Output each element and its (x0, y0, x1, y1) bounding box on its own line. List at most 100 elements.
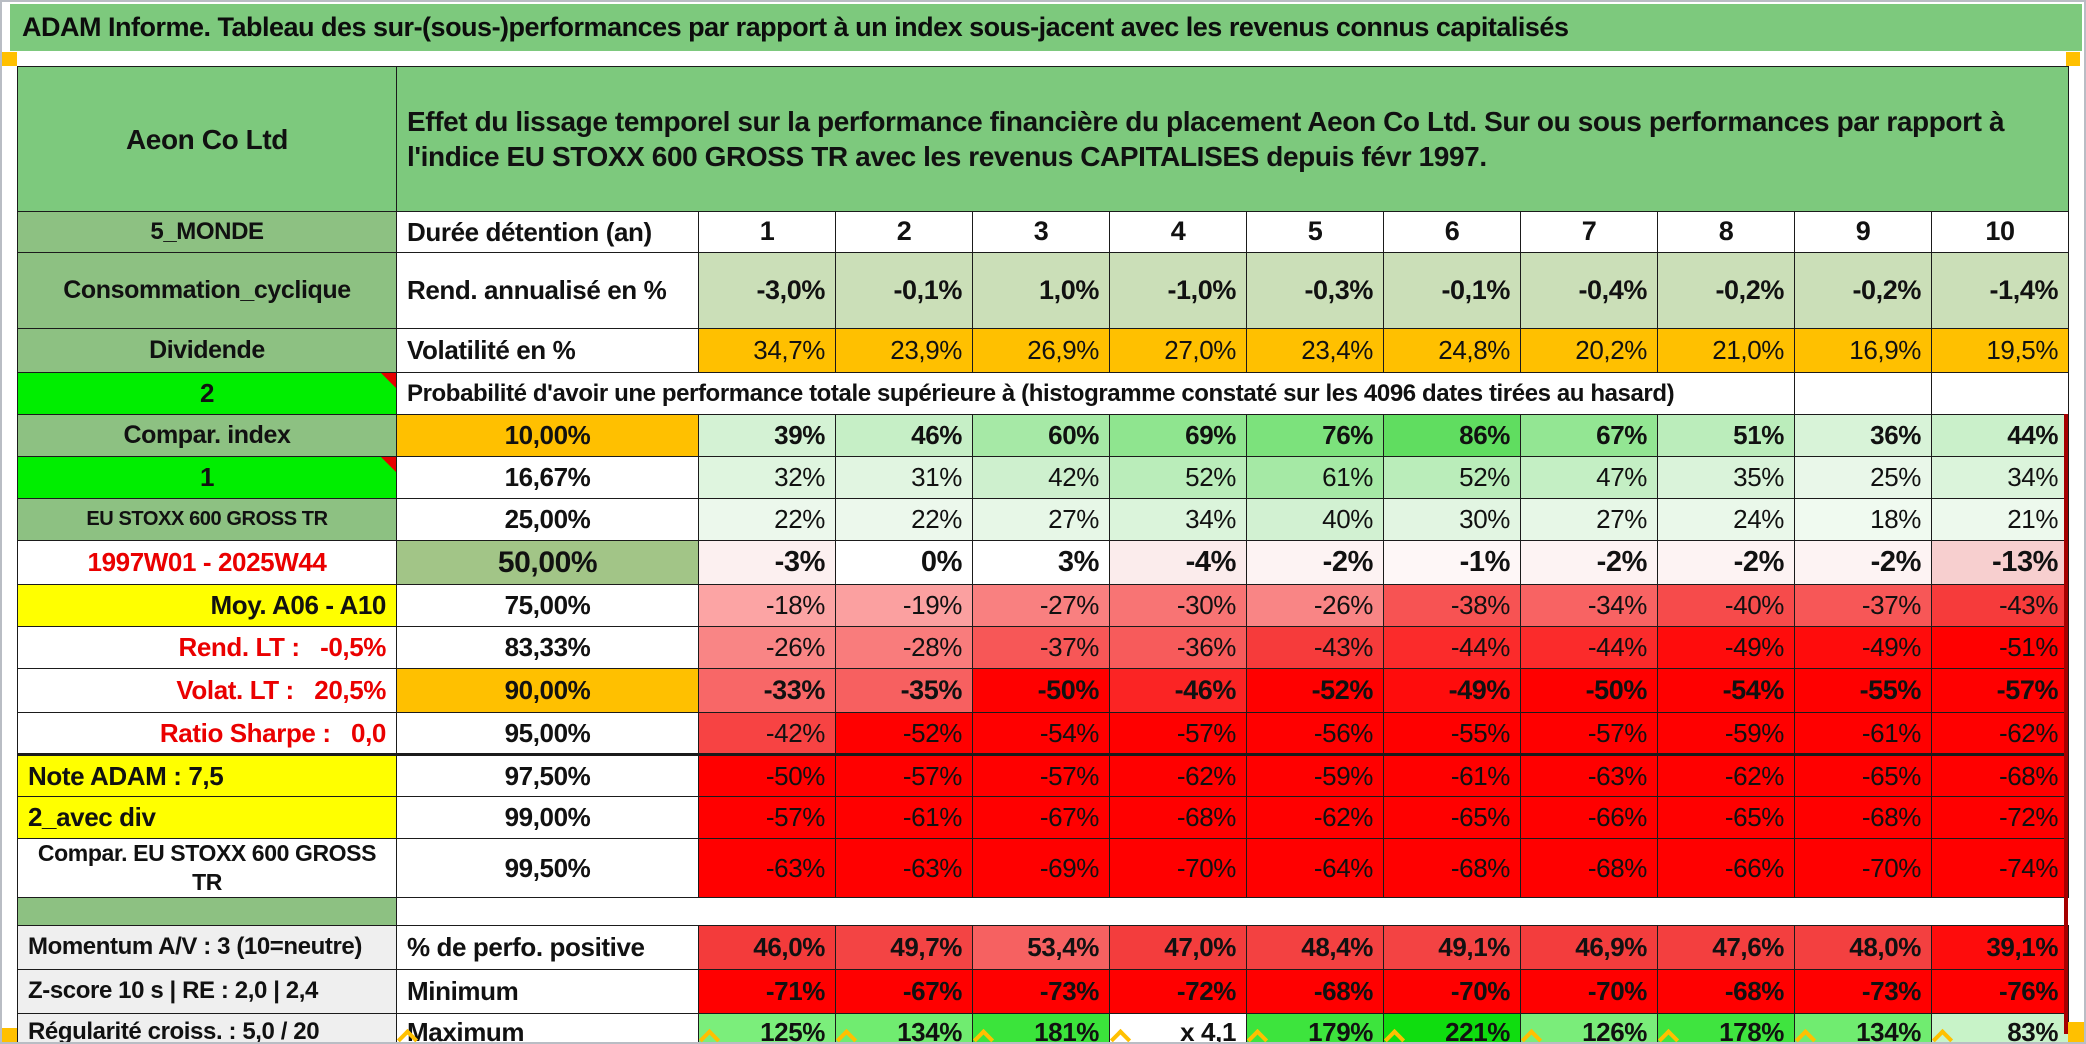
table-cell[interactable]: -50% (1520, 668, 1658, 713)
table-cell[interactable]: 46,0% (698, 924, 836, 970)
label-zscore[interactable]: Z-score 10 s | RE : 2,0 | 2,4 (17, 968, 397, 1014)
table-cell[interactable]: -1,0% (1109, 252, 1247, 329)
table-cell[interactable]: -72% (1930, 796, 2070, 839)
table-cell[interactable]: -56% (1246, 712, 1384, 756)
table-cell[interactable]: 25% (1794, 456, 1932, 499)
table-cell[interactable]: 27% (1520, 498, 1658, 541)
table-cell[interactable]: -68% (1383, 838, 1521, 898)
table-cell[interactable]: 60% (972, 414, 1110, 457)
label-code-2[interactable]: 2 (17, 372, 397, 415)
table-cell[interactable]: 34,7% (698, 328, 836, 373)
table-cell[interactable]: -67% (972, 796, 1110, 839)
table-cell[interactable]: -69% (972, 838, 1110, 898)
table-cell[interactable]: -63% (1520, 754, 1658, 797)
table-cell[interactable]: -62% (1930, 712, 2070, 756)
table-cell[interactable]: 32% (698, 456, 836, 499)
table-cell[interactable]: -65% (1794, 754, 1932, 797)
table-cell[interactable]: 51% (1657, 414, 1795, 457)
table-cell[interactable]: -28% (835, 626, 973, 669)
table-cell[interactable]: -59% (1657, 712, 1795, 756)
table-cell[interactable]: -54% (1657, 668, 1795, 713)
label-avec-div[interactable]: 2_avec div (17, 796, 397, 839)
quantile-value[interactable]: 97,50% (396, 754, 699, 797)
table-cell[interactable]: -34% (1520, 584, 1658, 627)
table-cell[interactable]: 67% (1520, 414, 1658, 457)
label-annualized-return[interactable]: Rend. annualisé en % (396, 252, 699, 329)
quantile-value[interactable]: 95,00% (396, 712, 699, 756)
separator-green-cell[interactable] (17, 896, 397, 926)
table-cell[interactable]: -46% (1109, 668, 1247, 713)
quantile-value[interactable]: 99,00% (396, 796, 699, 839)
table-cell[interactable]: -71% (698, 968, 836, 1014)
table-cell[interactable]: -62% (1657, 754, 1795, 797)
table-cell[interactable]: 7 (1520, 211, 1658, 253)
table-cell[interactable]: 42% (972, 456, 1110, 499)
table-cell[interactable]: -70% (1520, 968, 1658, 1014)
table-cell[interactable]: -26% (1246, 584, 1384, 627)
table-cell[interactable]: 46% (835, 414, 973, 457)
table-cell[interactable]: 22% (698, 498, 836, 541)
table-cell[interactable]: -72% (1109, 968, 1247, 1014)
table-cell[interactable]: 24% (1657, 498, 1795, 541)
table-cell[interactable]: 9 (1794, 211, 1932, 253)
table-cell[interactable]: 48,0% (1794, 924, 1932, 970)
label-volatility[interactable]: Volatilité en % (396, 328, 699, 373)
label-sector[interactable]: Consommation_cyclique (17, 252, 397, 329)
table-cell[interactable]: -57% (972, 754, 1110, 797)
table-cell[interactable]: -50% (972, 668, 1110, 713)
table-cell[interactable]: 86% (1383, 414, 1521, 457)
table-cell[interactable]: 40% (1246, 498, 1384, 541)
table-cell[interactable]: -3% (698, 540, 836, 585)
table-cell[interactable]: -51% (1930, 626, 2070, 669)
label-note-adam[interactable]: Note ADAM : 7,5 (17, 754, 397, 797)
quantile-value[interactable]: 99,50% (396, 838, 699, 898)
table-cell[interactable]: -0,2% (1794, 252, 1932, 329)
table-cell[interactable]: 221% (1383, 1012, 1521, 1042)
table-cell[interactable]: -43% (1246, 626, 1384, 669)
label-index-name[interactable]: EU STOXX 600 GROSS TR (17, 498, 397, 541)
table-cell[interactable]: 126% (1520, 1012, 1658, 1042)
table-cell[interactable]: -2% (1657, 540, 1795, 585)
table-cell[interactable]: -62% (1246, 796, 1384, 839)
table-cell[interactable]: -0,1% (1383, 252, 1521, 329)
table-cell[interactable]: 34% (1930, 456, 2070, 499)
table-cell[interactable]: 6 (1383, 211, 1521, 253)
label-momentum[interactable]: Momentum A/V : 3 (10=neutre) (17, 924, 397, 970)
table-cell[interactable]: 24,8% (1383, 328, 1521, 373)
table-cell[interactable]: -65% (1383, 796, 1521, 839)
table-cell[interactable]: 46,9% (1520, 924, 1658, 970)
quantile-value[interactable]: 83,33% (396, 626, 699, 669)
table-cell[interactable]: 5 (1246, 211, 1384, 253)
table-cell[interactable]: 27% (972, 498, 1110, 541)
table-cell[interactable]: -43% (1930, 584, 2070, 627)
label-perf-positive[interactable]: % de perfo. positive (396, 924, 699, 970)
label-sharpe[interactable]: Ratio Sharpe : 0,0 (17, 712, 397, 756)
table-cell[interactable]: -64% (1246, 838, 1384, 898)
quantile-value[interactable]: 10,00% (396, 414, 699, 457)
quantile-value[interactable]: 90,00% (396, 668, 699, 713)
table-cell[interactable]: 4 (1109, 211, 1247, 253)
table-cell[interactable]: -18% (698, 584, 836, 627)
table-cell[interactable]: 47% (1520, 456, 1658, 499)
table-cell[interactable]: -27% (972, 584, 1110, 627)
table-cell[interactable]: 69% (1109, 414, 1247, 457)
table-cell[interactable]: 49,7% (835, 924, 973, 970)
label-regularite[interactable]: Régularité croiss. : 5,0 / 20 (17, 1012, 397, 1042)
table-cell[interactable]: -1% (1383, 540, 1521, 585)
table-cell[interactable]: -0,2% (1657, 252, 1795, 329)
table-cell[interactable]: 48,4% (1246, 924, 1384, 970)
table-cell[interactable]: 34% (1109, 498, 1247, 541)
label-volat-lt[interactable]: Volat. LT : 20,5% (17, 668, 397, 713)
table-cell[interactable]: -52% (835, 712, 973, 756)
table-cell[interactable]: 3% (972, 540, 1110, 585)
table-cell[interactable]: -4% (1109, 540, 1247, 585)
table-cell[interactable] (396, 897, 2069, 925)
table-cell[interactable]: -57% (1520, 712, 1658, 756)
table-cell[interactable]: -3,0% (698, 252, 836, 329)
table-cell[interactable]: 10 (1930, 211, 2070, 253)
table-cell[interactable]: -36% (1109, 626, 1247, 669)
table-cell[interactable]: 30% (1383, 498, 1521, 541)
table-cell[interactable]: -37% (972, 626, 1110, 669)
table-cell[interactable]: -68% (1246, 968, 1384, 1014)
table-cell[interactable]: 27,0% (1109, 328, 1247, 373)
